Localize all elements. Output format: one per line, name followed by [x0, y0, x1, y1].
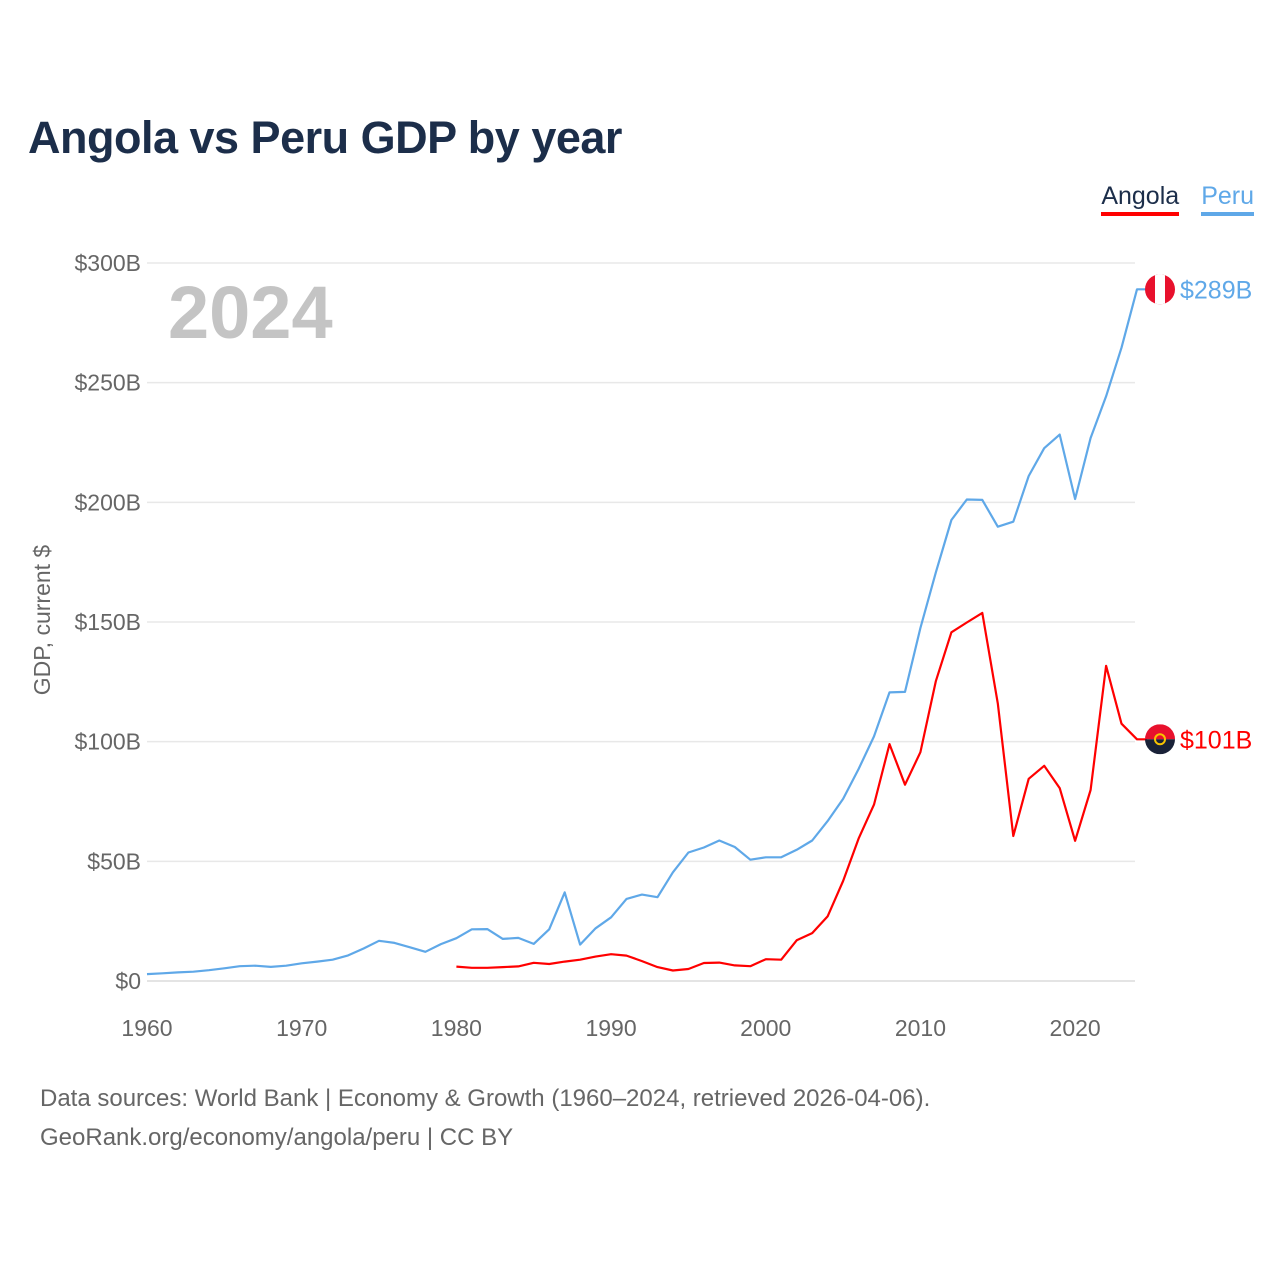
y-tick-label: $250B [74, 370, 141, 396]
x-tick-label: 1990 [585, 1015, 636, 1041]
flag-icon-peru [1145, 274, 1175, 305]
flag-icon-angola [1145, 724, 1175, 755]
x-tick-label: 2010 [895, 1015, 946, 1041]
y-tick-label: $150B [74, 609, 141, 635]
end-value-label-peru: $289B [1180, 276, 1252, 304]
footer-link[interactable]: GeoRank.org/economy/angola/peru | CC BY [40, 1124, 514, 1151]
legend-item-peru[interactable]: Peru [1201, 182, 1254, 216]
x-tick-label: 2000 [740, 1015, 791, 1041]
flag-stripe [1145, 739, 1175, 755]
chart-title: Angola vs Peru GDP by year [28, 112, 622, 163]
y-tick-label: $300B [74, 250, 141, 276]
x-tick-label: 1970 [276, 1015, 327, 1041]
flag-body [1145, 724, 1175, 755]
flag-stripe [1145, 724, 1175, 740]
legend: Angola Peru [1101, 182, 1254, 216]
x-tick-label: 1960 [121, 1015, 172, 1041]
legend-item-angola[interactable]: Angola [1101, 182, 1180, 216]
series-line-angola [456, 611, 1147, 972]
flag-emblem [1154, 733, 1166, 746]
year-watermark: 2024 [168, 271, 333, 354]
y-tick-label: $200B [74, 489, 141, 515]
end-value-label-angola: $101B [1180, 726, 1252, 754]
y-tick-label: $0 [115, 968, 141, 994]
footer-sources: Data sources: World Bank | Economy & Gro… [40, 1085, 931, 1112]
flag-body [1145, 274, 1175, 305]
flag-stripe [1155, 274, 1165, 305]
x-tick-label: 1980 [431, 1015, 482, 1041]
x-tick-label: 2020 [1050, 1015, 1101, 1041]
y-tick-label: $50B [87, 848, 141, 874]
series-line-peru [146, 288, 1147, 976]
y-tick-label: $100B [74, 729, 141, 755]
y-axis-title: GDP, current $ [29, 545, 55, 696]
